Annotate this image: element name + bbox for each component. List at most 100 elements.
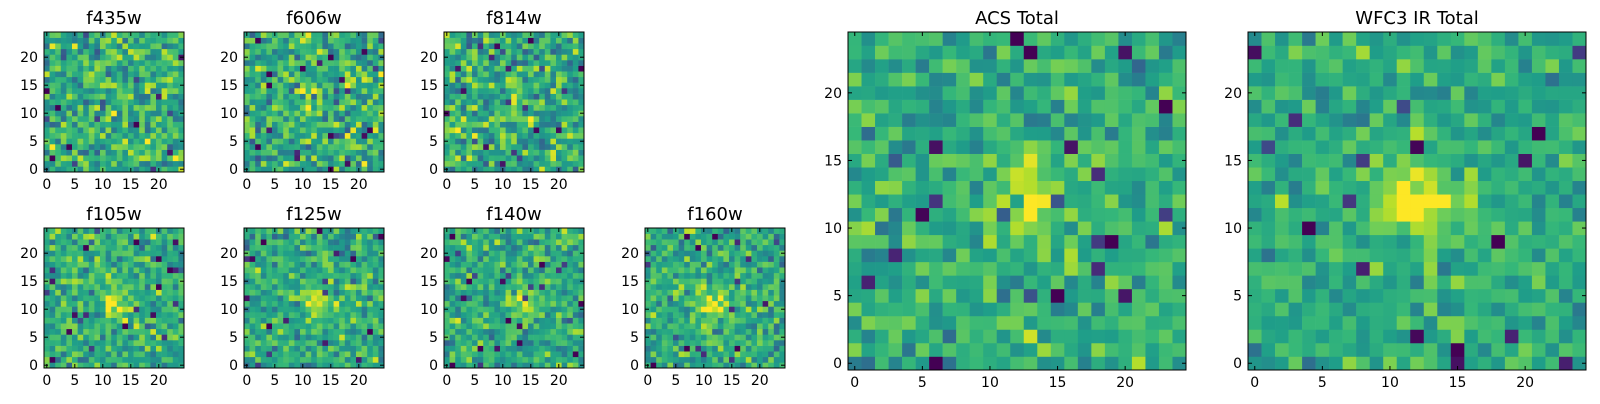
heatmap-cell (78, 334, 84, 340)
heatmap-cell (673, 351, 679, 357)
heatmap-cell (339, 329, 345, 335)
heatmap-cell (139, 88, 145, 94)
heatmap-cell (562, 82, 568, 88)
heatmap-cell (997, 181, 1011, 195)
heatmap-cell (83, 110, 89, 116)
heatmap-cell (317, 318, 323, 324)
heatmap-cell (550, 94, 556, 100)
heatmap-cell (134, 127, 140, 133)
heatmap-cell (111, 323, 117, 329)
heatmap-cell (328, 239, 334, 245)
heatmap-cell (356, 155, 362, 161)
heatmap-cell (466, 346, 472, 352)
heatmap-cell (562, 116, 568, 122)
heatmap-cell (528, 290, 534, 296)
heatmap-cell (94, 329, 100, 335)
heatmap-cell (573, 323, 579, 329)
heatmap-cell (684, 239, 690, 245)
heatmap-cell (300, 262, 306, 268)
heatmap-cell (134, 66, 140, 72)
heatmap-cell (684, 346, 690, 352)
heatmap-cell (117, 32, 123, 38)
heatmap-cell (72, 262, 78, 268)
heatmap-cell (701, 290, 707, 296)
heatmap-cell (450, 155, 456, 161)
heatmap-cell (757, 312, 763, 318)
heatmap-cell (311, 228, 317, 234)
heatmap-cell (345, 312, 351, 318)
heatmap-cell (339, 54, 345, 60)
heatmap-cell (300, 54, 306, 60)
heatmap-cell (61, 228, 67, 234)
heatmap-cell (723, 301, 729, 307)
y-tick-label: 0 (229, 358, 238, 374)
heatmap-cell (573, 329, 579, 335)
heatmap-cell (562, 161, 568, 167)
heatmap-cell (134, 323, 140, 329)
heatmap-cell (556, 278, 562, 284)
heatmap-cell (373, 228, 379, 234)
heatmap-cell (61, 60, 67, 66)
heatmap-cell (289, 122, 295, 128)
heatmap-cell (66, 284, 72, 290)
heatmap-cell (156, 245, 162, 251)
y-tick-label: 15 (20, 78, 38, 94)
heatmap-cell (578, 99, 584, 105)
heatmap-cell (78, 301, 84, 307)
heatmap-cell (522, 150, 528, 156)
heatmap-cell (511, 99, 517, 105)
heatmap-cell (573, 334, 579, 340)
heatmap-cell (701, 262, 707, 268)
heatmap-cell (244, 133, 250, 139)
heatmap-cell (506, 329, 512, 335)
heatmap-cell (266, 351, 272, 357)
heatmap-cell (550, 295, 556, 301)
heatmap-cell (55, 262, 61, 268)
heatmap-cell (494, 256, 500, 262)
heatmap-cell (261, 71, 267, 77)
heatmap-cell (1051, 221, 1065, 235)
heatmap-cell (278, 82, 284, 88)
heatmap-cell (334, 54, 340, 60)
heatmap-cell (294, 133, 300, 139)
heatmap-cell (455, 60, 461, 66)
heatmap-cell (740, 239, 746, 245)
heatmap-cell (943, 329, 957, 343)
heatmap-cell (122, 116, 128, 122)
heatmap-cell (1064, 181, 1078, 195)
heatmap-cell (106, 155, 112, 161)
heatmap-cell (106, 99, 112, 105)
heatmap-cell (322, 334, 328, 340)
heatmap-cell (367, 60, 373, 66)
heatmap-cell (322, 256, 328, 262)
heatmap-cell (306, 66, 312, 72)
heatmap-cell (150, 166, 156, 172)
heatmap-cell (768, 334, 774, 340)
heatmap-cell (317, 245, 323, 251)
heatmap-cell (122, 144, 128, 150)
heatmap-cell (350, 60, 356, 66)
heatmap-cell (1118, 167, 1132, 181)
heatmap-cell (556, 267, 562, 273)
heatmap-cell (534, 60, 540, 66)
heatmap-cell (534, 150, 540, 156)
heatmap-cell (517, 77, 523, 83)
heatmap-cell (690, 295, 696, 301)
heatmap-cell (178, 290, 184, 296)
heatmap-cell (656, 306, 662, 312)
heatmap-cell (278, 88, 284, 94)
heatmap-cell (322, 329, 328, 335)
heatmap-cell (373, 38, 379, 44)
heatmap-cell (466, 99, 472, 105)
heatmap-cell (573, 234, 579, 240)
heatmap-cell (774, 346, 780, 352)
heatmap-cell (122, 138, 128, 144)
heatmap-cell (339, 351, 345, 357)
heatmap-cell (94, 150, 100, 156)
heatmap-cell (55, 43, 61, 49)
heatmap-cell (134, 295, 140, 301)
heatmap-cell (472, 133, 478, 139)
heatmap-cell (494, 77, 500, 83)
heatmap-cell (757, 334, 763, 340)
heatmap-cell (111, 318, 117, 324)
